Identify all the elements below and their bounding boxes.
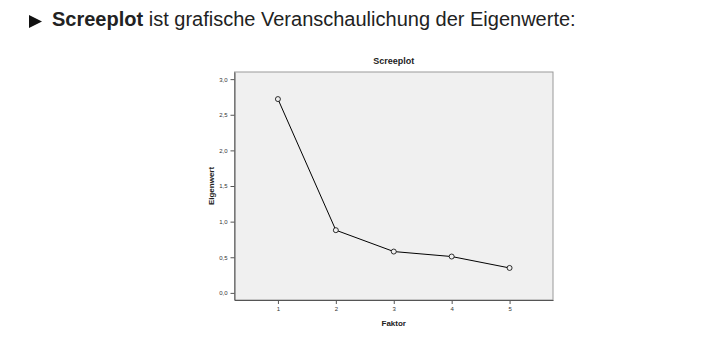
- marker: [507, 265, 512, 270]
- y-tick-mark: [231, 79, 235, 80]
- y-tick-mark: [231, 222, 235, 223]
- x-tick: 3: [393, 300, 397, 312]
- x-tick-mark: [278, 300, 279, 304]
- x-tick-label: 4: [450, 306, 454, 312]
- plot-frame: [235, 72, 554, 300]
- heading: Screeplot ist grafische Veranschaulichun…: [52, 8, 576, 31]
- bullet: [28, 14, 44, 30]
- chart: Screeplot 0,0 0,5 1,0 1,5 2,0 2,5 3,0 1 2 3 4 5 Fakto…: [0, 0, 727, 350]
- y-tick: 2,0: [219, 148, 234, 154]
- chart-background: [197, 52, 563, 336]
- bullet-triangle: [29, 15, 42, 28]
- x-tick-label: 2: [335, 306, 339, 312]
- y-tick: 0,0: [219, 290, 234, 296]
- y-tick-label: 2,0: [219, 148, 228, 154]
- x-tick: 1: [277, 300, 281, 312]
- heading-text: ist grafische Veranschaulichung der Eige…: [149, 8, 576, 30]
- y-axis-line: [235, 73, 236, 301]
- x-tick: 2: [335, 300, 339, 312]
- y-tick: 3,0: [219, 77, 234, 83]
- line: [278, 99, 510, 268]
- chart-title: Screeplot: [373, 56, 414, 66]
- x-tick: 5: [508, 300, 512, 312]
- y-tick-mark: [231, 186, 235, 187]
- x-tick-mark: [452, 300, 453, 304]
- x-tick-mark: [336, 300, 337, 304]
- y-tick-label: 1,5: [219, 183, 228, 189]
- x-tick-mark: [394, 300, 395, 304]
- y-tick-label: 3,0: [219, 77, 228, 83]
- y-tick-mark: [231, 257, 235, 258]
- y-tick-label: 0,5: [219, 255, 228, 261]
- y-tick-mark: [231, 293, 235, 294]
- marker: [333, 228, 338, 233]
- y-tick-label: 0,0: [219, 290, 228, 296]
- y-tick: 2,5: [219, 112, 234, 118]
- heading-bold: Screeplot: [52, 8, 143, 30]
- marker: [391, 249, 396, 254]
- y-tick: 1,0: [219, 219, 234, 225]
- y-tick-label: 1,0: [219, 219, 228, 225]
- marker: [275, 97, 280, 102]
- y-tick: 1,5: [219, 183, 234, 189]
- x-axis: 1 2 3 4 5: [235, 300, 554, 312]
- plot-marks: [275, 97, 512, 271]
- marker: [449, 254, 454, 259]
- x-axis-title: Faktor: [382, 319, 406, 328]
- x-tick-label: 5: [508, 306, 512, 312]
- y-axis: 0,0 0,5 1,0 1,5 2,0 2,5 3,0: [219, 73, 235, 301]
- y-tick-mark: [231, 115, 235, 116]
- x-tick-label: 1: [277, 306, 281, 312]
- x-tick-mark: [510, 300, 511, 304]
- y-tick-mark: [231, 150, 235, 151]
- x-tick-label: 3: [393, 306, 397, 312]
- x-tick: 4: [450, 300, 454, 312]
- y-tick-label: 2,5: [219, 112, 228, 118]
- y-tick: 0,5: [219, 255, 234, 261]
- y-axis-title: Eigenwert: [207, 167, 216, 206]
